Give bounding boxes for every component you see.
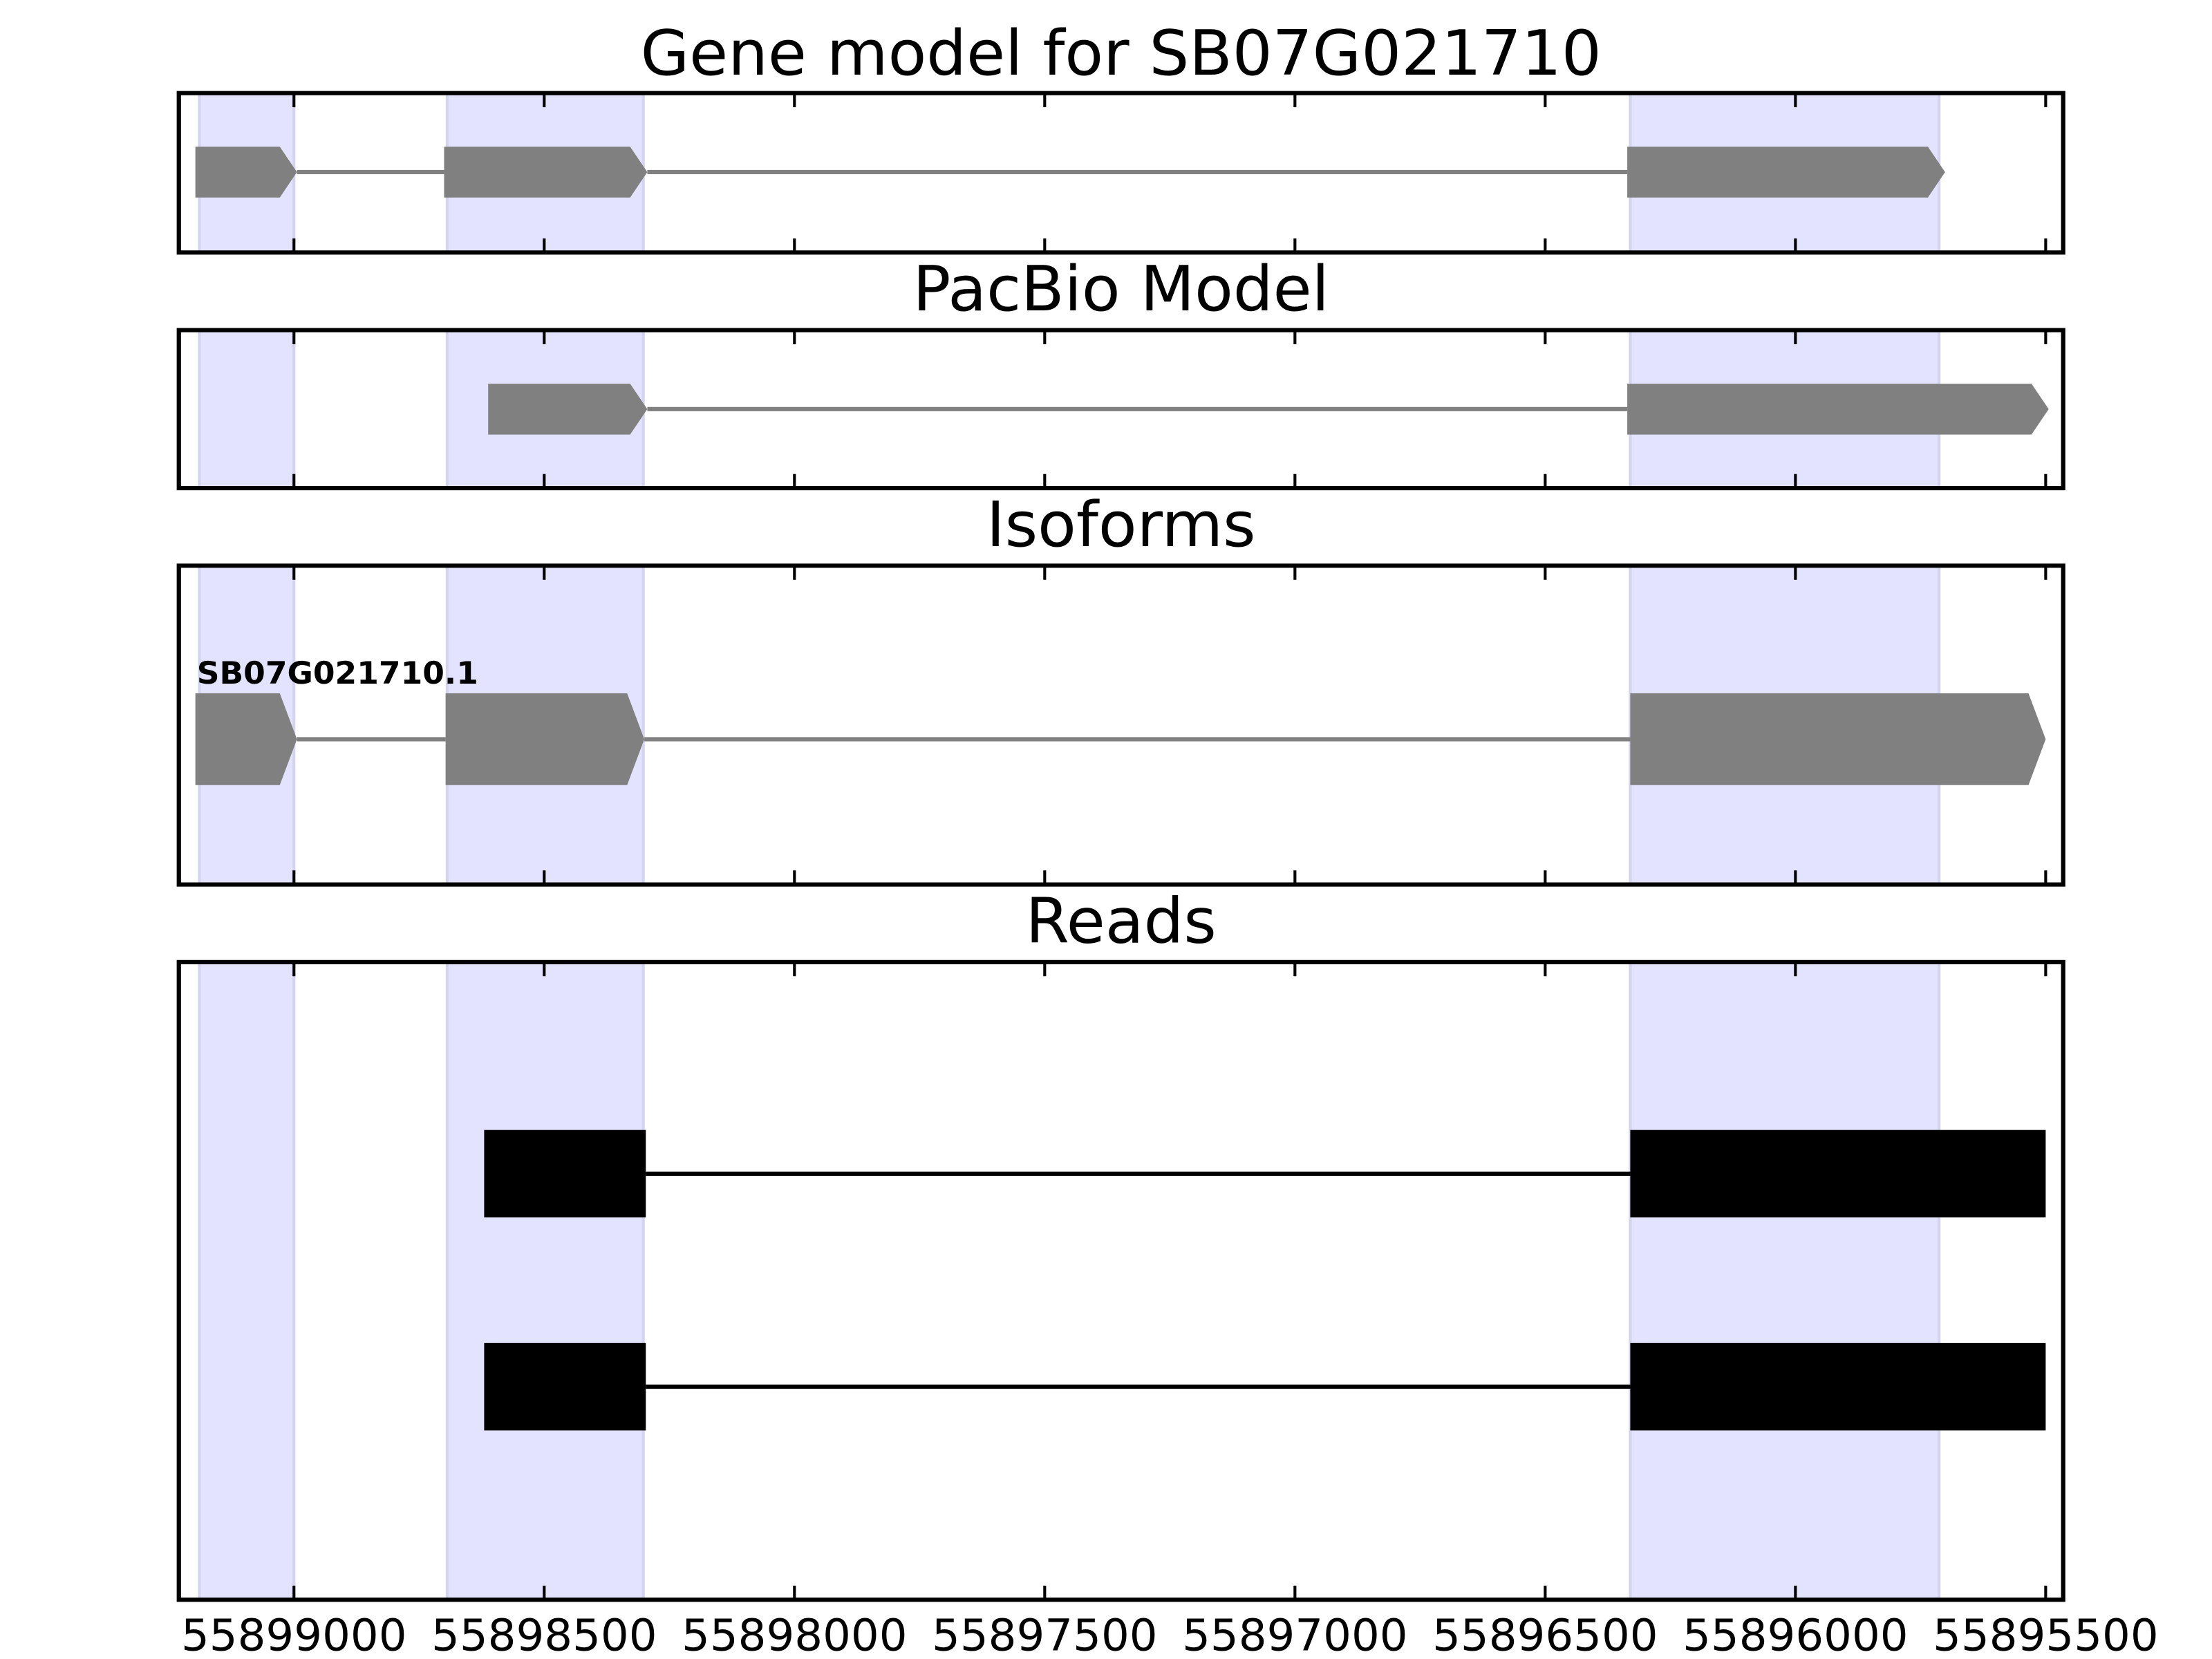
exon — [195, 147, 297, 198]
panel-frame — [176, 563, 2065, 887]
x-tick-label: 55898000 — [682, 1611, 908, 1659]
panel-title: Reads — [1026, 885, 1217, 957]
panel-title: Gene model for SB07G021710 — [641, 18, 1602, 90]
exon — [444, 147, 648, 198]
exon-highlight — [445, 960, 645, 1602]
exon — [1630, 693, 2046, 785]
exon — [195, 693, 297, 785]
exon-highlight — [198, 328, 296, 490]
exon-highlight — [1629, 960, 1941, 1602]
exon — [488, 384, 648, 435]
x-tick-label: 55895500 — [1933, 1611, 2159, 1659]
read-block — [484, 1342, 646, 1431]
x-tick-label: 55898500 — [431, 1611, 657, 1659]
x-tick-label: 55896000 — [1683, 1611, 1909, 1659]
panel-frame — [176, 328, 2065, 491]
exon — [1627, 384, 2049, 435]
panel-title: PacBio Model — [912, 254, 1329, 326]
x-tick-label: 55896500 — [1432, 1611, 1658, 1659]
panel-frame — [176, 959, 2065, 1602]
read-block — [1630, 1342, 2046, 1431]
x-tick-label: 55897000 — [1182, 1611, 1408, 1659]
x-tick-label: 55899000 — [181, 1611, 407, 1659]
exon — [445, 693, 645, 785]
read-block — [1630, 1130, 2046, 1218]
x-tick-label: 55897500 — [932, 1611, 1158, 1659]
feature-label: SB07G021710.1 — [197, 655, 478, 691]
panel-frame — [176, 91, 2065, 255]
panel-title: Isoforms — [986, 489, 1256, 561]
read-block — [484, 1130, 646, 1218]
exon-highlight — [198, 960, 296, 1602]
exon — [1627, 147, 1945, 198]
